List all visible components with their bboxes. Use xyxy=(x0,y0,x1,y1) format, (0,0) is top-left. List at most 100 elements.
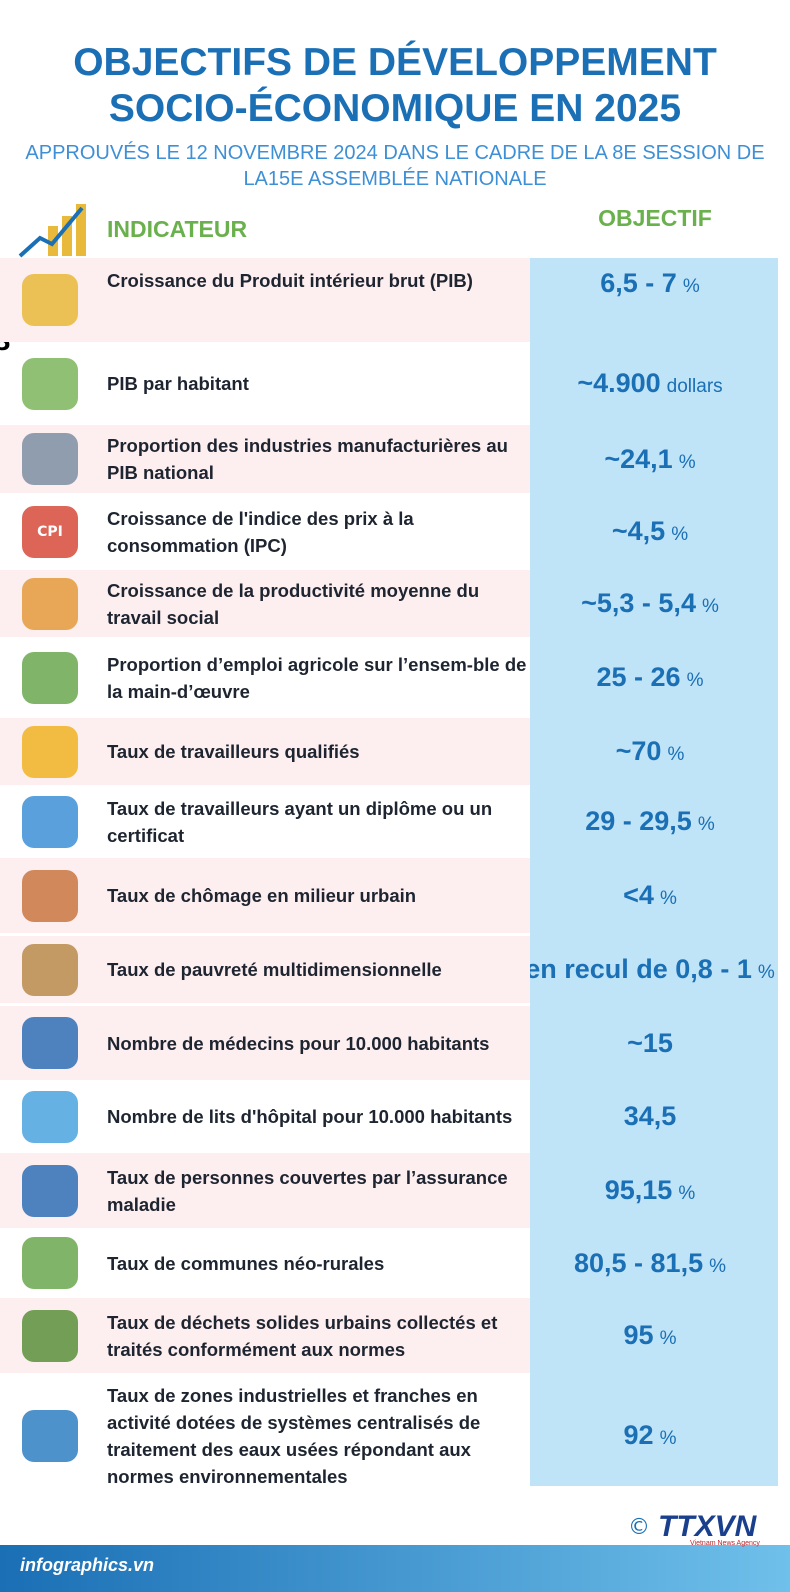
icon-shape xyxy=(22,869,78,922)
target-unit: % xyxy=(757,962,775,983)
target-unit: % xyxy=(659,1428,677,1449)
target-column xyxy=(530,258,778,1486)
target-line: 80,5 - 81,5% xyxy=(574,1248,726,1279)
column-header: INDICATEUR xyxy=(107,216,248,242)
row-background xyxy=(0,1153,530,1228)
target-unit: % xyxy=(659,888,677,909)
icon-shape xyxy=(22,1090,78,1143)
target-unit: % xyxy=(678,1183,696,1204)
target-line: ~4,5% xyxy=(612,516,688,547)
target-value: ~15 xyxy=(627,1027,673,1058)
target-value: 95 xyxy=(623,1320,654,1350)
icon-shape xyxy=(22,274,78,326)
target-unit: % xyxy=(709,1255,726,1277)
icon-shape xyxy=(22,943,78,996)
indicator-label: Taux de personnes couvertes par l’assura… xyxy=(107,1166,508,1215)
row-background xyxy=(0,258,530,342)
target-line: <4% xyxy=(623,880,677,911)
target-line: ~4.900 dollars xyxy=(577,368,722,399)
icon-shape xyxy=(22,433,78,485)
target-line: 34,5 xyxy=(624,1101,677,1132)
title-line: SOCIO-ÉCONOMIQUE EN 2025 xyxy=(108,87,682,130)
target-unit: % xyxy=(678,451,696,473)
target-unit: % xyxy=(659,1328,677,1349)
target-line: 95% xyxy=(624,1320,677,1351)
target: ~24,1% xyxy=(480,425,790,493)
target-line: ~5,3 - 5,4% xyxy=(581,588,719,619)
row-background xyxy=(0,718,530,785)
indicator-label: PIB par habitant xyxy=(107,373,249,394)
indicator-label: Taux de zones industrielles et franches … xyxy=(107,1384,481,1487)
row-background xyxy=(0,1006,530,1080)
target-value: 29 - 29,5 xyxy=(585,806,692,836)
target: ~4,5% xyxy=(480,496,790,567)
indicator-label: Nombre de médecins pour 10.000 habitants xyxy=(107,1032,490,1054)
target-value: 92 xyxy=(623,1420,654,1450)
row-icon xyxy=(14,866,86,926)
target-unit: dollars xyxy=(666,376,723,397)
row-background xyxy=(0,936,530,1003)
title-line: OBJECTIFS DE DÉVELOPPEMENT xyxy=(73,41,717,84)
target-line: 6,5 - 7% xyxy=(600,268,699,299)
row-icon xyxy=(14,940,86,1000)
row-background xyxy=(0,858,530,933)
target-value: <4 xyxy=(623,880,654,910)
logo: TTXVN xyxy=(658,1510,757,1543)
indicator-label: Proportion d’emploi agricole sur l’ensem… xyxy=(107,653,527,702)
indicator-label: Taux de chômage en milieur urbain xyxy=(107,885,417,906)
column-header: OBJECTIF xyxy=(598,205,712,231)
agency: Vietnam News Agency xyxy=(690,1540,760,1547)
icon-shape: CPI xyxy=(22,505,78,558)
title: OBJECTIFS DE DÉVELOPPEMENT SOCIO-ÉCONOMI… xyxy=(0,40,790,132)
indicator-label: Proportion des industries manufacturière… xyxy=(107,435,508,483)
row-background xyxy=(0,1298,530,1373)
icon-shape xyxy=(22,1409,78,1462)
target-value: 34,5 xyxy=(623,1101,677,1131)
row-icon xyxy=(14,792,86,852)
target-value: 6,5 - 7 xyxy=(600,267,677,298)
target-unit: % xyxy=(701,596,719,617)
row-icon xyxy=(14,354,86,414)
target-unit: % xyxy=(671,524,689,545)
row-background xyxy=(0,570,530,637)
target-line: 29 - 29,5% xyxy=(585,806,714,837)
target-value: 25 - 26 xyxy=(596,662,681,692)
target: <4% xyxy=(480,858,790,933)
target-value: ~4.900 xyxy=(577,368,661,398)
target: 92% xyxy=(480,1376,790,1495)
icon-shape xyxy=(22,795,78,848)
target: 80,5 - 81,5% xyxy=(480,1231,790,1295)
row-icon xyxy=(14,1087,86,1147)
row-icon xyxy=(14,270,86,330)
target-line: ~24,1% xyxy=(604,444,695,475)
target-line: 92% xyxy=(624,1420,677,1451)
icon-shape xyxy=(22,725,78,778)
target-line: en recul de 0,8 - 1% xyxy=(525,954,775,985)
indicator-label: Nombre de lits d'hôpital pour 10.000 hab… xyxy=(107,1106,513,1127)
target-unit: % xyxy=(682,275,700,297)
subtitle-line: APPROUVÉS LE 12 NOVEMBRE 2024 DANS LE CA… xyxy=(25,142,765,164)
subtitle-line: LA15E ASSEMBLÉE NATIONALE xyxy=(243,168,547,190)
target: ~5,3 - 5,4% xyxy=(480,570,790,637)
row-icon xyxy=(14,722,86,782)
target-unit: % xyxy=(667,744,685,765)
indicator-label: Taux de travailleurs qualifiés xyxy=(107,741,360,762)
target-unit: % xyxy=(697,814,715,835)
target-unit: % xyxy=(686,670,704,691)
footer-bar: infographics.vn xyxy=(0,1545,790,1592)
target: ~15 xyxy=(480,1006,790,1080)
icon-shape xyxy=(22,1309,78,1362)
target: 95,15% xyxy=(480,1153,790,1228)
target: 25 - 26% xyxy=(480,640,790,715)
row-icon xyxy=(14,648,86,708)
target: ~4.900 dollars xyxy=(480,345,790,422)
icon-shape xyxy=(22,651,78,704)
indicator-label: Croissance du Produit intérieur brut (PI… xyxy=(107,269,473,291)
row-icon xyxy=(14,574,86,634)
target: en recul de 0,8 - 1% xyxy=(480,936,790,1003)
target-value: en recul de 0,8 - 1 xyxy=(525,954,752,984)
target-line: ~15 xyxy=(627,1028,673,1059)
indicator-label: Croissance de l'indice des prix à la con… xyxy=(107,507,414,556)
icon-shape xyxy=(22,357,78,410)
site: infographics.vn xyxy=(20,1555,155,1575)
